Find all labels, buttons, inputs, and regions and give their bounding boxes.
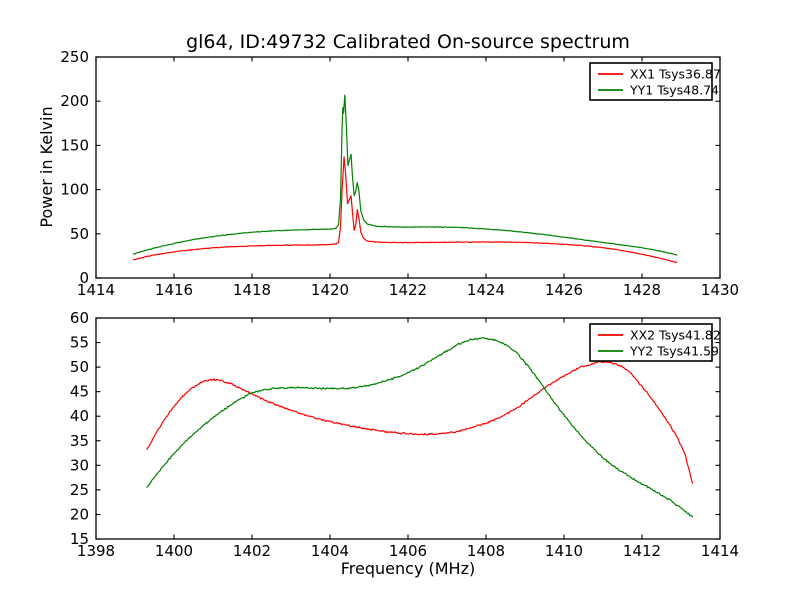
x-tick-label: 1406 [389, 542, 427, 560]
x-tick-label: 1402 [233, 542, 271, 560]
legend-label: YY2 Tsys41.59 [629, 343, 719, 358]
top-plot-ylabel: Power in Kelvin [37, 106, 56, 227]
legend-label: YY1 Tsys48.74 [629, 82, 719, 97]
legend-box [589, 62, 713, 101]
tick-labels: 1398 1400 1402 1404 1406 1408 1410 1412 1414 15 20… [70, 309, 739, 560]
y-tick-label: 150 [60, 136, 89, 154]
x-tick-label: 1418 [233, 281, 271, 299]
y-tick-label: 35 [70, 432, 89, 450]
y-tick-label: 60 [70, 309, 89, 327]
figure-title: gl64, ID:49732 Calibrated On-source spec… [186, 31, 630, 53]
plot-frame [95, 317, 721, 540]
x-tick-label: 1424 [467, 281, 505, 299]
series-line-XX2 [146, 360, 694, 484]
y-tick-label: 20 [70, 505, 89, 523]
x-tick-label: 1412 [623, 542, 661, 560]
y-tick-label: 55 [70, 334, 89, 352]
series-line-XX1 [132, 156, 678, 264]
y-tick-label: 40 [70, 407, 89, 425]
x-tick-label: 1414 [77, 281, 115, 299]
top-plot: 1414 1416 1418 1420 1422 1424 1426 1428 1430 0 50 1… [60, 48, 739, 299]
series-line-YY1 [132, 94, 678, 256]
y-tick-label: 200 [60, 92, 89, 110]
y-tick-label: 25 [70, 481, 89, 499]
plot-frame [95, 56, 721, 279]
x-tick-label: 1416 [155, 281, 193, 299]
legend-label: XX1 Tsys36.87 [630, 66, 721, 81]
y-tick-label: 50 [70, 225, 89, 243]
x-tick-label: 1428 [623, 281, 661, 299]
x-tick-label: 1430 [701, 281, 739, 299]
bottom-plot-xlabel: Frequency (MHz) [341, 559, 475, 578]
y-tick-label: 250 [60, 48, 89, 66]
x-tick-label: 1398 [77, 542, 115, 560]
y-tick-label: 30 [70, 456, 89, 474]
legend-label: XX2 Tsys41.82 [630, 327, 721, 342]
x-tick-label: 1422 [389, 281, 427, 299]
tick-labels: 1414 1416 1418 1420 1422 1424 1426 1428 1430 0 50 1… [60, 48, 739, 299]
y-tick-label: 15 [70, 530, 89, 548]
x-tick-label: 1404 [311, 542, 349, 560]
x-tick-label: 1408 [467, 542, 505, 560]
y-tick-label: 50 [70, 358, 89, 376]
series-line-YY2 [146, 337, 694, 518]
x-tick-label: 1426 [545, 281, 583, 299]
y-tick-label: 0 [79, 269, 89, 287]
x-tick-label: 1414 [701, 542, 739, 560]
x-tick-label: 1420 [311, 281, 349, 299]
x-tick-label: 1400 [155, 542, 193, 560]
x-tick-label: 1410 [545, 542, 583, 560]
bottom-plot: 1398 1400 1402 1404 1406 1408 1410 1412 1414 15 20… [70, 309, 739, 560]
y-tick-label: 45 [70, 383, 89, 401]
legend-box [589, 323, 713, 362]
y-tick-label: 100 [60, 181, 89, 199]
